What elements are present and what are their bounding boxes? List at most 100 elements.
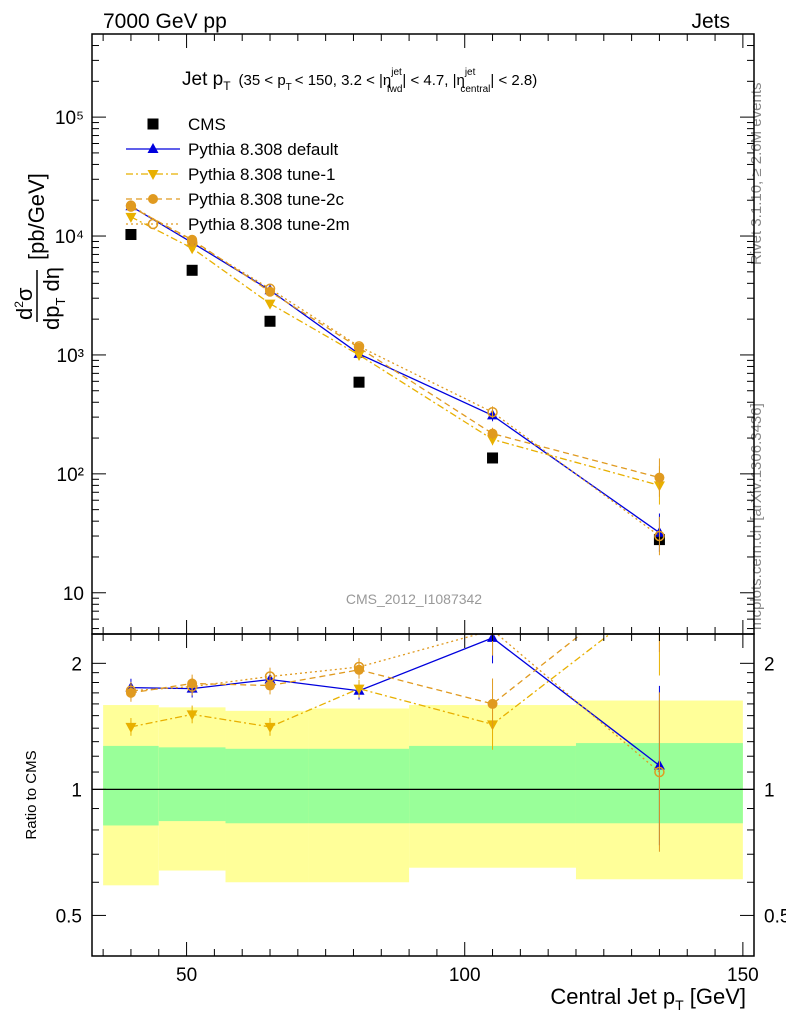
legend-label: Pythia 8.308 tune-2m [188, 215, 350, 234]
ratio-band-inner [308, 748, 410, 824]
legend: CMS Pythia 8.308 default Pythia 8.308 tune… [126, 115, 350, 234]
main-y-tick-label: 10⁴ [55, 227, 84, 248]
legend-marker [148, 194, 158, 204]
ratio-uncertainty-bands [92, 700, 754, 886]
ratio-point-pythia-8-308-tune-2m [353, 661, 365, 673]
x-axis-label: Central Jet pT [GeV] [550, 984, 746, 1013]
legend-marker [147, 143, 159, 153]
data-point-pythia-8-308-tune-1 [487, 435, 499, 446]
legend-label: Pythia 8.308 tune-2c [188, 190, 344, 209]
legend-marker [147, 170, 159, 180]
data-point-pythia-8-308-tune-2m [654, 530, 665, 542]
plot-title: Jet pT (35 < pT < 150, 3.2 < |ηjet fwd| < 4… [182, 67, 537, 95]
legend-label: Pythia 8.308 tune-1 [188, 165, 335, 184]
ratio-point-pythia-8-308-tune-1 [186, 710, 198, 721]
svg-text:[pb/GeV]: [pb/GeV] [24, 173, 49, 260]
ratio-y-tick-label-right: 1 [764, 780, 775, 801]
lower-ylabel: Ratio to CMS [23, 750, 40, 839]
legend-label: Pythia 8.308 default [188, 140, 339, 159]
ratio-point-pythia-8-308-tune-1 [654, 592, 665, 602]
data-point-pythia-8-308-tune-2m [125, 200, 137, 211]
ratio-line-pythia-8-308-tune-2m [130, 634, 660, 773]
ratio-point-pythia-8-308-tune-2c [265, 680, 276, 691]
legend-label: CMS [188, 115, 226, 134]
title-sub-fwd: fwd [387, 84, 403, 95]
ratio-band-inner [225, 748, 309, 824]
analysis-watermark: CMS_2012_I1087342 [346, 591, 482, 607]
title-main-sub: T [223, 79, 231, 93]
data-point-pythia-8-308-tune-2m [487, 406, 498, 418]
x-tick-label: 100 [449, 965, 481, 986]
axes-frames: 10 10² 10³ 10⁴ 10⁵ 0.5 0.5 1 1 2 2 50 100 150 [55, 33, 786, 986]
data-point-pythia-8-308-tune-1 [264, 299, 276, 310]
ratio-band-inner [103, 745, 159, 826]
ratio-line-pythia-8-308-default [130, 637, 660, 767]
title-cuts-mid2: | < 4.7, |η [402, 72, 464, 89]
main-y-tick-label: 10 [63, 584, 84, 605]
rivet-version: Rivet 3.1.10, ≥ 2.6M events [748, 83, 765, 266]
main-y-tick-label: 10² [57, 465, 84, 486]
x-tick-label: 50 [176, 965, 197, 986]
legend-marker [147, 118, 159, 130]
data-point-pythia-8-308-tune-2c [654, 472, 665, 483]
svg-text:d2σ: d2σ [12, 287, 37, 320]
ratio-y-tick-label-left: 0.5 [56, 906, 82, 927]
ratio-point-pythia-8-308-tune-2m [264, 671, 276, 682]
ratio-point-pythia-8-308-tune-1 [125, 722, 137, 733]
xlabel-main: Central Jet p [550, 984, 675, 1009]
series-line-pythia-8-308-tune-1 [130, 216, 660, 487]
ylabel-frac-top: d [12, 308, 37, 320]
ratio-y-tick-label-left: 2 [71, 654, 82, 675]
title-cuts-mid: < 150, 3.2 < |η [295, 72, 391, 89]
ratio-y-tick-label-right: 2 [764, 654, 775, 675]
ratio-band-inner [409, 745, 576, 824]
ratio-point-pythia-8-308-tune-2m [125, 685, 137, 697]
data-point-pythia-8-308-tune-1 [353, 350, 365, 361]
ratio-point-pythia-8-308-tune-1 [353, 684, 365, 695]
title-sup-jet-2: jet [464, 67, 476, 78]
header-left: 7000 GeV pp [103, 10, 227, 33]
ratio-point-pythia-8-308-tune-1 [264, 722, 276, 733]
data-point-pythia-8-308-tune-2m [264, 283, 276, 295]
data-point-cms [186, 264, 198, 276]
svg-text:dpT dη: dpT dη [39, 267, 68, 330]
upper-ylabel: d2σ dpT dη [pb/GeV] [12, 173, 68, 330]
ratio-band-inner [158, 747, 226, 822]
mcplots-reference: mcplots.cern.ch [arXiv:1306.3436] [748, 403, 765, 630]
title-cuts-sub: T [286, 82, 292, 93]
data-point-cms [264, 315, 276, 327]
ratio-line-pythia-8-308-tune-2c [130, 634, 583, 705]
title-cuts-end: | < 2.8) [490, 72, 537, 89]
title-sub-central: central [460, 84, 490, 95]
ratio-panel-marks [125, 567, 665, 852]
ratio-frame [91, 633, 755, 957]
ratio-point-pythia-8-308-tune-2m [654, 766, 665, 778]
data-point-pythia-8-308-tune-1 [186, 244, 198, 255]
series-line-pythia-8-308-tune-2c [130, 206, 660, 479]
main-panel-marks [125, 200, 665, 556]
ratio-y-tick-label-right: 0.5 [764, 906, 786, 927]
main-y-tick-label: 10⁵ [55, 108, 84, 129]
title-main: Jet p [182, 69, 223, 90]
xlabel-unit: [GeV] [684, 984, 746, 1009]
ratio-point-pythia-8-308-tune-2c [654, 567, 664, 577]
ratio-y-tick-label-left: 1 [71, 780, 82, 801]
main-y-tick-label: 10³ [57, 346, 84, 367]
legend-marker [147, 218, 159, 230]
data-point-pythia-8-308-tune-1 [125, 212, 137, 223]
data-point-pythia-8-308-tune-2c [487, 428, 498, 439]
data-point-pythia-8-308-tune-2m [353, 341, 365, 352]
ratio-point-pythia-8-308-tune-2m [186, 681, 198, 692]
title-sup-jet-1: jet [390, 67, 402, 78]
data-point-cms [125, 229, 137, 241]
data-point-cms [353, 376, 365, 388]
series-line-pythia-8-308-tune-2m [130, 205, 660, 537]
title-cuts-prefix: (35 < p [239, 72, 286, 89]
data-point-cms [487, 452, 499, 464]
header-right: Jets [691, 10, 730, 33]
ratio-line-pythia-8-308-tune-1 [130, 634, 611, 728]
x-tick-label: 150 [727, 965, 759, 986]
series-line-pythia-8-308-default [130, 205, 660, 534]
xlabel-sub: T [675, 997, 684, 1013]
